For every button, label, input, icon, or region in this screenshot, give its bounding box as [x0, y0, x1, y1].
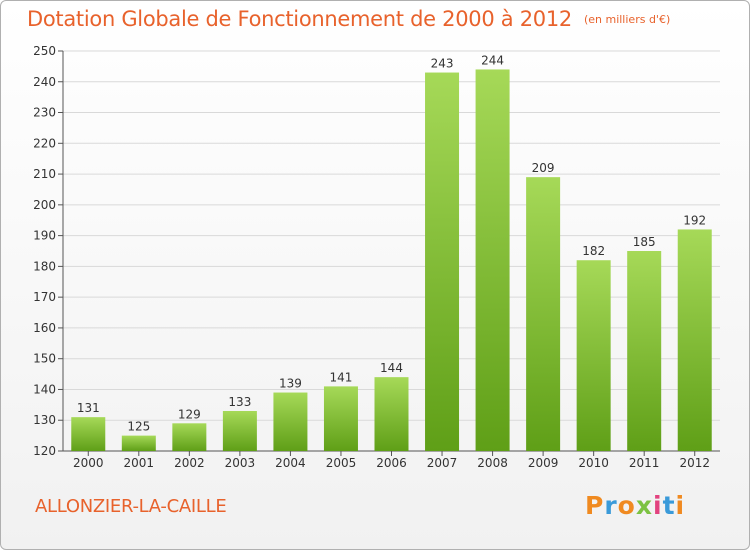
logo-letter: r — [604, 491, 618, 520]
data-label: 209 — [532, 161, 555, 175]
y-tick-label: 180 — [33, 259, 56, 273]
bar — [172, 423, 207, 451]
y-tick-label: 140 — [33, 382, 56, 396]
x-tick-label: 2004 — [275, 456, 306, 470]
logo-letter: o — [617, 491, 636, 520]
bar — [677, 229, 712, 451]
x-tick-label: 2011 — [629, 456, 660, 470]
data-label: 192 — [683, 213, 706, 227]
proxiti-logo: Proxiti — [585, 491, 685, 520]
data-label: 131 — [77, 401, 100, 415]
x-tick-label: 2010 — [578, 456, 609, 470]
data-label: 185 — [633, 235, 656, 249]
y-tick-label: 250 — [33, 44, 56, 58]
data-label: 182 — [582, 244, 605, 258]
bar — [323, 386, 358, 451]
y-tick-label: 160 — [33, 321, 56, 335]
x-tick-label: 2003 — [225, 456, 256, 470]
x-tick-label: 2008 — [477, 456, 508, 470]
x-tick-label: 2007 — [427, 456, 458, 470]
logo-letter: t — [662, 491, 676, 520]
y-tick-label: 120 — [33, 444, 56, 458]
data-label: 244 — [481, 53, 504, 67]
bar — [627, 251, 662, 451]
bar — [526, 177, 561, 451]
x-tick-label: 2005 — [326, 456, 357, 470]
bar — [576, 260, 611, 451]
logo-letter: i — [653, 491, 663, 520]
x-tick-label: 2006 — [376, 456, 407, 470]
bar — [374, 377, 409, 451]
y-tick-label: 170 — [33, 290, 56, 304]
y-tick-label: 240 — [33, 75, 56, 89]
y-tick-label: 220 — [33, 136, 56, 150]
unit-note: (en milliers d'€) — [583, 13, 671, 26]
bar — [425, 72, 460, 452]
x-tick-label: 2009 — [528, 456, 559, 470]
y-tick-label: 210 — [33, 167, 56, 181]
y-tick-label: 230 — [33, 106, 56, 120]
x-tick-label: 2012 — [679, 456, 710, 470]
y-tick-label: 150 — [33, 352, 56, 366]
data-label: 129 — [178, 407, 201, 421]
bar — [273, 392, 308, 451]
logo-letter: x — [635, 491, 653, 520]
data-label: 125 — [127, 420, 150, 434]
data-label: 144 — [380, 361, 403, 375]
x-tick-label: 2001 — [124, 456, 155, 470]
data-label: 139 — [279, 377, 302, 391]
data-label: 243 — [431, 57, 454, 71]
bar — [71, 417, 106, 451]
y-tick-label: 130 — [33, 413, 56, 427]
logo-letter: i — [675, 491, 686, 520]
bar — [475, 69, 510, 451]
bar — [121, 435, 156, 451]
x-tick-label: 2002 — [174, 456, 205, 470]
y-tick-label: 190 — [33, 229, 56, 243]
commune-name: ALLONZIER-LA-CAILLE — [35, 496, 227, 517]
logo-letter: P — [585, 491, 605, 520]
title-text: Dotation Globale de Fonctionnement de 20… — [27, 7, 572, 31]
x-tick-label: 2000 — [73, 456, 104, 470]
chart-title: Dotation Globale de Fonctionnement de 20… — [27, 7, 670, 31]
bar — [222, 411, 257, 451]
y-tick-label: 200 — [33, 198, 56, 212]
data-label: 141 — [330, 370, 353, 384]
data-label: 133 — [228, 395, 251, 409]
